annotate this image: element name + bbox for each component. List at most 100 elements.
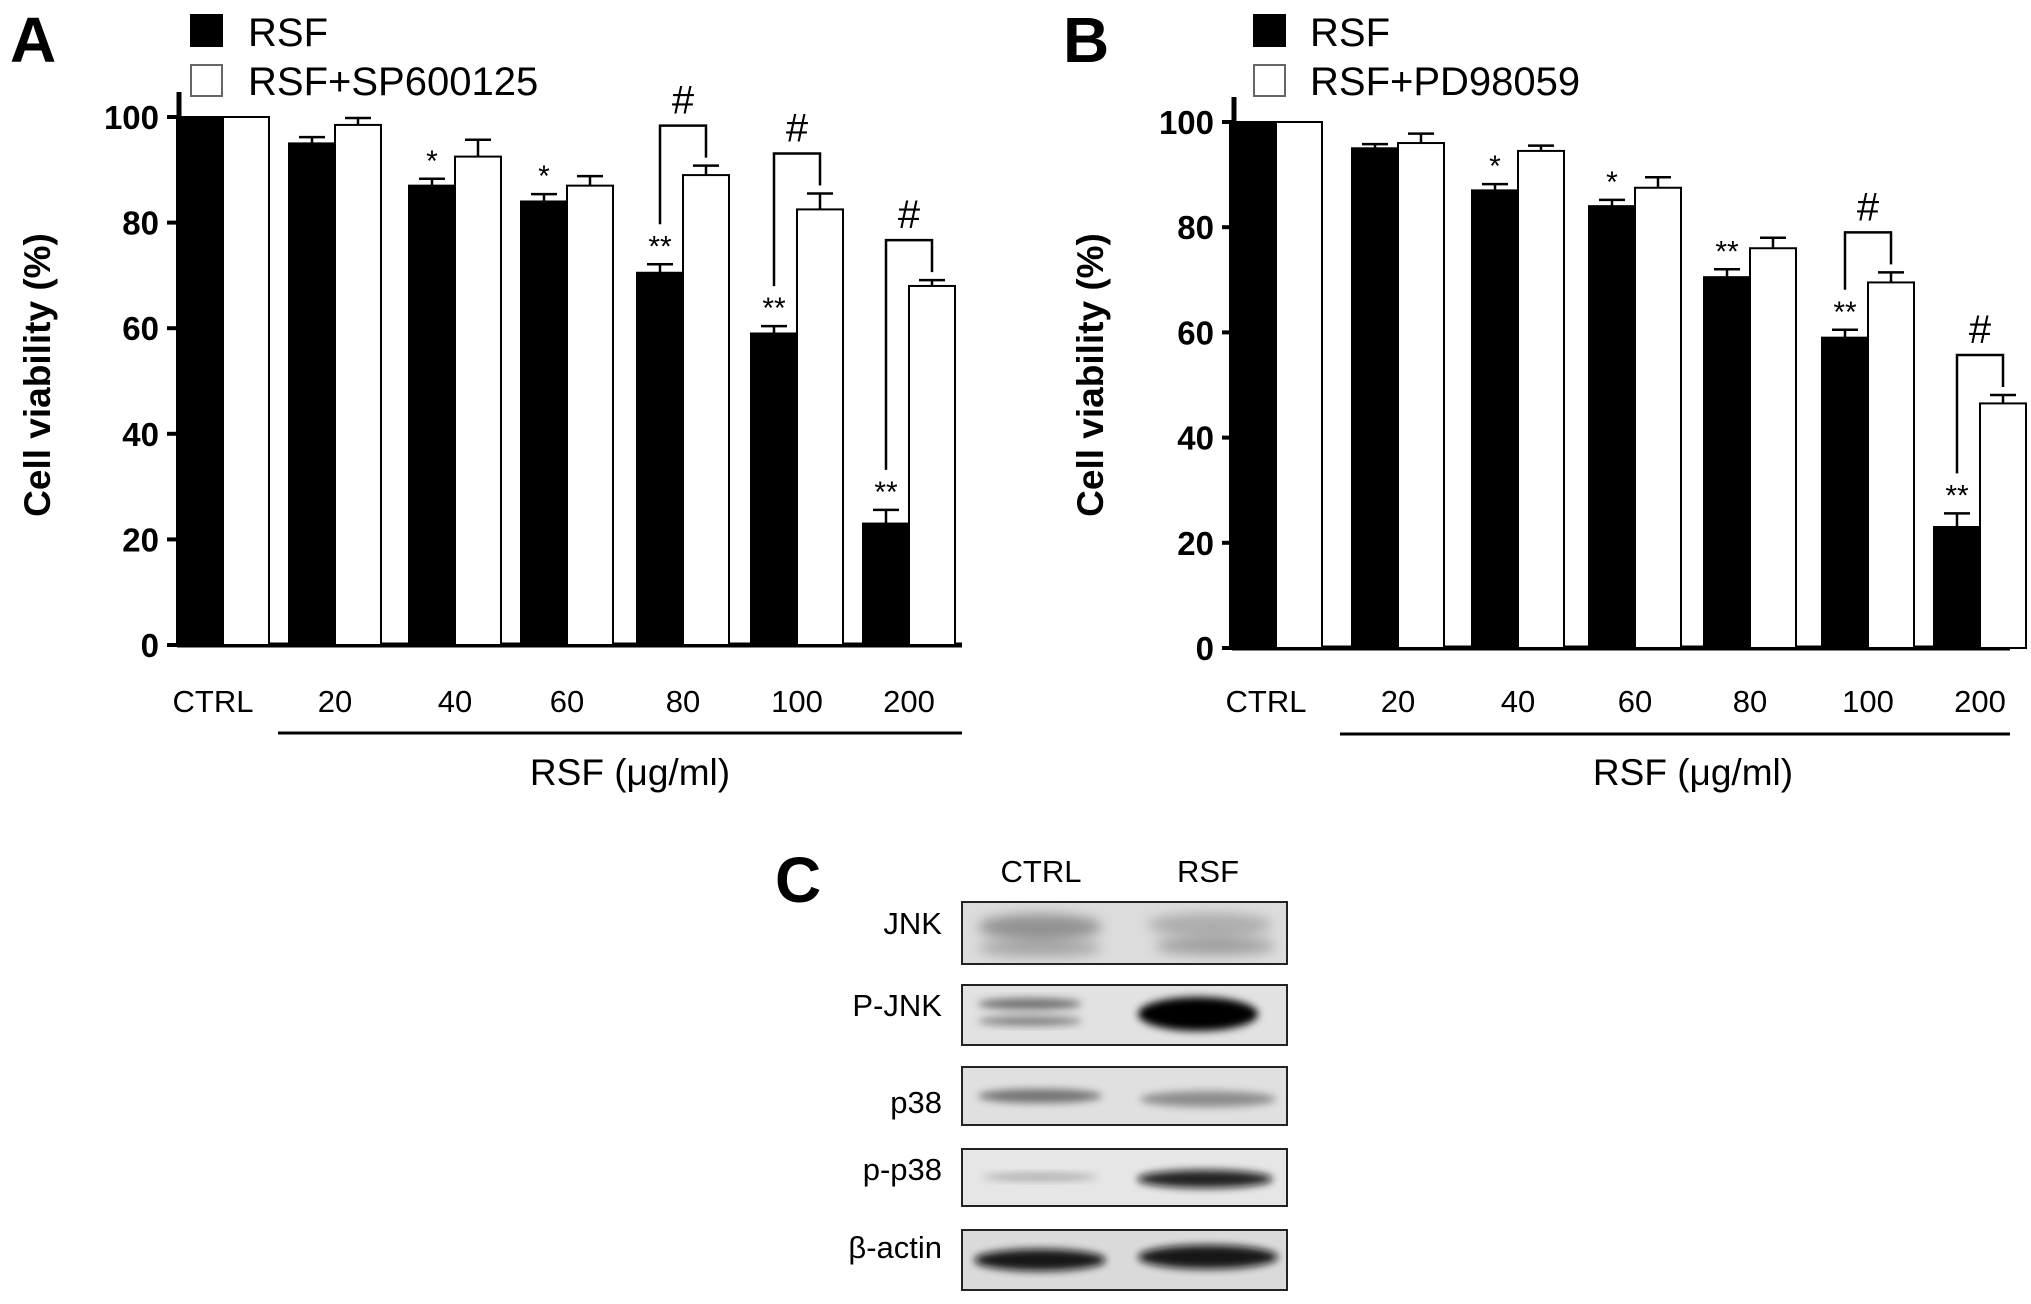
- bar-rsf-60: [520, 200, 568, 646]
- band-jnk-ctrl-upper: [978, 914, 1102, 940]
- protein-label-p-jnk: P-JNK: [852, 988, 942, 1023]
- panel-a-letter: A: [10, 4, 56, 76]
- legend-label-rsf: RSF: [248, 11, 328, 55]
- y-tick-label: 80: [122, 205, 159, 242]
- x-tick-label-20: 20: [318, 684, 352, 719]
- bar-inhibitor-200: [1979, 402, 2027, 649]
- significance-mark: **: [762, 292, 786, 325]
- bar-inhibitor-ctrl: [222, 116, 270, 646]
- band-jnk-ctrl-lower: [978, 939, 1102, 957]
- panel-a-chart: A Cell viability (%) RSF (μg/ml) 0 20 40 60…: [10, 4, 962, 793]
- y-tick-label: 60: [122, 310, 159, 347]
- y-tick-label: 20: [122, 521, 159, 558]
- lane-label-rsf: RSF: [1177, 854, 1239, 889]
- panel-b-letter: B: [1063, 4, 1109, 76]
- panel-a-x-axis-label: RSF (μg/ml): [530, 752, 730, 793]
- lane-label-ctrl: CTRL: [1001, 854, 1082, 889]
- bar-rsf-40: [408, 184, 456, 646]
- band-p-jnk-rsf: [1138, 997, 1258, 1031]
- significance-hash: #: [786, 107, 809, 151]
- bar-inhibitor-80: [1749, 247, 1797, 650]
- significance-mark: *: [426, 145, 438, 178]
- blot-strip-jnk: [961, 901, 1288, 965]
- significance-bracket: [1955, 353, 2005, 474]
- protein-label-jnk: JNK: [883, 906, 942, 941]
- bar-rsf-80: [1703, 276, 1751, 649]
- panel-c-western-blot: C CTRL RSF JNK P-JNK p38 p-p38: [775, 844, 1288, 1291]
- band-p38-ctrl: [978, 1089, 1102, 1103]
- blot-strip-p-p38: [961, 1148, 1288, 1207]
- significance-hash: #: [1857, 185, 1880, 229]
- band-p-jnk-ctrl-lower: [978, 1016, 1082, 1026]
- y-tick-label: 100: [104, 99, 159, 136]
- band-p-p38-ctrl: [982, 1173, 1098, 1181]
- significance-mark: **: [1715, 235, 1739, 268]
- band-p38-rsf: [1140, 1091, 1276, 1107]
- legend-swatch-rsf: [190, 14, 223, 47]
- y-tick-label: 40: [1177, 420, 1214, 457]
- bar-inhibitor-100: [1867, 281, 1915, 649]
- x-tick-label-ctrl: CTRL: [1226, 684, 1307, 719]
- significance-mark: **: [1833, 296, 1857, 329]
- bar-rsf-100: [750, 332, 798, 646]
- y-tick-label: 0: [1196, 630, 1214, 667]
- y-tick-label: 40: [122, 416, 159, 453]
- band-beta-actin-ctrl: [974, 1249, 1106, 1271]
- bar-rsf-80: [636, 271, 684, 646]
- protein-label-beta-actin: β-actin: [848, 1230, 942, 1265]
- legend-swatch-rsf: [1253, 14, 1286, 47]
- panel-c-letter: C: [775, 844, 821, 916]
- band-p-jnk-ctrl-upper: [978, 998, 1082, 1010]
- band-jnk-rsf-upper: [1148, 913, 1272, 937]
- x-tick-label-20: 20: [1381, 684, 1415, 719]
- significance-hash: #: [672, 79, 695, 123]
- legend-swatch-rsf-sp600125: [190, 64, 223, 97]
- bar-rsf-40: [1471, 189, 1519, 649]
- bar-inhibitor-60: [566, 184, 614, 646]
- bar-inhibitor-20: [1397, 142, 1445, 649]
- y-tick-label: 0: [141, 627, 159, 664]
- panel-b-x-axis-label: RSF (μg/ml): [1593, 752, 1793, 793]
- protein-label-p-p38: p-p38: [863, 1152, 942, 1187]
- x-tick-label-200: 200: [1954, 684, 2006, 719]
- band-jnk-rsf-lower: [1155, 937, 1275, 955]
- bar-rsf-20: [288, 142, 336, 646]
- significance-hash: #: [898, 193, 921, 237]
- x-tick-label-60: 60: [550, 684, 584, 719]
- significance-mark: *: [1489, 150, 1501, 183]
- y-tick-label: 20: [1177, 525, 1214, 562]
- protein-label-p38: p38: [890, 1085, 942, 1120]
- legend-label-rsf-pd98059: RSF+PD98059: [1310, 60, 1580, 104]
- bar-inhibitor-40: [454, 155, 502, 646]
- y-tick-label: 60: [1177, 314, 1214, 351]
- significance-mark: **: [874, 476, 898, 509]
- legend-label-rsf: RSF: [1310, 11, 1390, 55]
- blot-strip-beta-actin: [961, 1229, 1288, 1291]
- bar-rsf-ctrl: [176, 116, 224, 646]
- bar-rsf-100: [1821, 336, 1869, 649]
- x-tick-label-80: 80: [1733, 684, 1767, 719]
- blot-strip-p38: [961, 1066, 1288, 1126]
- significance-mark: *: [1606, 166, 1618, 199]
- y-tick-label: 100: [1159, 104, 1214, 141]
- bar-inhibitor-20: [334, 123, 382, 647]
- band-beta-actin-rsf: [1138, 1245, 1278, 1269]
- significance-hash: #: [1969, 308, 1992, 352]
- legend-swatch-rsf-pd98059: [1253, 64, 1286, 97]
- significance-bracket: [884, 238, 934, 470]
- bar-rsf-200: [1933, 526, 1981, 650]
- x-tick-label-60: 60: [1618, 684, 1652, 719]
- bar-inhibitor-40: [1517, 149, 1565, 649]
- x-tick-label-100: 100: [771, 684, 823, 719]
- bar-rsf-200: [862, 522, 910, 646]
- panel-a-y-axis-label: Cell viability (%): [17, 233, 58, 517]
- panel-b-y-axis-label: Cell viability (%): [1070, 233, 1111, 517]
- y-tick-label: 80: [1177, 209, 1214, 246]
- x-tick-label-100: 100: [1842, 684, 1894, 719]
- significance-mark: **: [648, 230, 672, 263]
- x-tick-label-200: 200: [883, 684, 935, 719]
- bar-rsf-ctrl: [1229, 121, 1277, 649]
- band-p-p38-rsf: [1137, 1170, 1273, 1188]
- blot-strip-p-jnk: [961, 984, 1288, 1046]
